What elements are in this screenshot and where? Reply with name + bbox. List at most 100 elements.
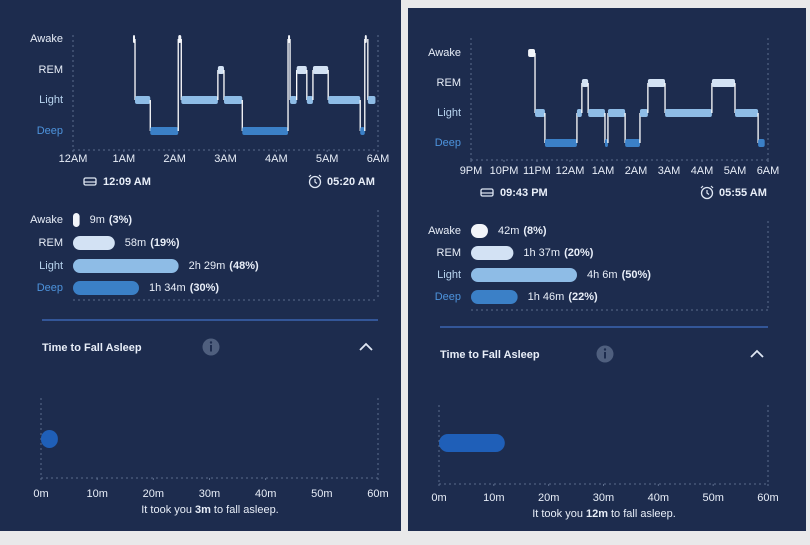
caption-text: It took you (141, 504, 192, 516)
stage-value: 4h 6m (50%) (587, 269, 651, 281)
alarm-icon (308, 174, 322, 184)
x-tick-label: 2AM (163, 153, 186, 165)
fall-asleep-bar (439, 434, 505, 452)
caption-text: It took you (532, 508, 583, 520)
percent-label: (20%) (564, 247, 594, 259)
stage-bar (73, 281, 139, 295)
x-tick-label: 4AM (265, 153, 288, 165)
stage-segment (544, 139, 577, 147)
stage-label: Awake (30, 33, 63, 45)
stage-segment (711, 79, 735, 87)
stage-bar (73, 236, 115, 250)
x-tick-label: 40m (255, 488, 276, 500)
percent-label: (8%) (523, 225, 547, 237)
stage-value: 42m (8%) (498, 225, 547, 237)
stage-segment (607, 109, 626, 117)
x-tick-label: 3AM (214, 153, 237, 165)
alarm-icon (700, 185, 714, 195)
x-tick-label: 0m (33, 488, 48, 500)
duration: 42m (498, 225, 519, 237)
stage-segment (290, 96, 297, 104)
x-tick-label: 12AM (556, 165, 585, 177)
x-tick-label: 12AM (59, 153, 88, 165)
caption-text: to fall asleep. (611, 508, 676, 520)
collapse-chevron[interactable] (359, 342, 373, 351)
stage-name: Deep (37, 282, 63, 294)
bedtime: 12:09 AM (103, 176, 151, 188)
caption-value: 12m (586, 508, 608, 520)
percent-label: (22%) (568, 291, 598, 303)
duration: 1h 34m (149, 282, 186, 294)
stage-name: REM (39, 237, 63, 249)
stage-segment (135, 96, 151, 104)
stage-value: 9m (3%) (90, 214, 133, 226)
duration: 2h 29m (189, 260, 226, 272)
caption: It took you 3m to fall asleep. (141, 504, 279, 516)
info-icon (210, 345, 212, 352)
panel-left (0, 0, 401, 531)
bedtime: 09:43 PM (500, 187, 548, 199)
stage-label: Deep (37, 125, 63, 137)
x-tick-label: 50m (311, 488, 332, 500)
stage-segment (758, 139, 765, 147)
stage-value: 58m (19%) (125, 237, 180, 249)
stage-segment (223, 96, 243, 104)
x-tick-label: 1AM (113, 153, 136, 165)
info-icon (604, 352, 606, 359)
section-title: Time to Fall Asleep (440, 349, 540, 361)
stage-label: Awake (428, 47, 461, 59)
section-title: Time to Fall Asleep (42, 342, 142, 354)
x-tick-label: 10m (86, 488, 107, 500)
x-tick-label: 6AM (367, 153, 390, 165)
duration: 58m (125, 237, 146, 249)
x-tick-label: 2AM (625, 165, 648, 177)
caption-text: to fall asleep. (214, 504, 279, 516)
stage-segment (296, 66, 307, 74)
stage-segment (150, 127, 179, 135)
stage-segment (625, 139, 640, 147)
x-tick-label: 10PM (490, 165, 519, 177)
duration: 1h 37m (523, 247, 560, 259)
percent-label: (3%) (109, 214, 133, 226)
stage-segment (367, 96, 376, 104)
stage-bar (471, 268, 577, 282)
alarm-icon (308, 175, 322, 189)
stage-segment (312, 66, 329, 74)
stage-label: Light (39, 94, 63, 106)
x-tick-label: 6AM (757, 165, 780, 177)
stage-segment (181, 96, 218, 104)
stage-value: 1h 37m (20%) (523, 247, 593, 259)
collapse-chevron[interactable] (750, 349, 764, 358)
info-icon (603, 348, 607, 351)
stage-segment (639, 109, 648, 117)
stage-segment (217, 66, 224, 74)
percent-label: (19%) (150, 237, 180, 249)
stage-name: Awake (30, 214, 63, 226)
stage-label: REM (437, 77, 461, 89)
percent-label: (30%) (190, 282, 220, 294)
stage-bar (471, 290, 518, 304)
stage-segment (647, 79, 666, 87)
x-tick-label: 40m (648, 492, 669, 504)
stage-bar (73, 259, 179, 273)
duration: 9m (90, 214, 105, 226)
stage-label: Deep (435, 137, 461, 149)
x-tick-label: 11PM (523, 165, 551, 177)
x-tick-label: 3AM (658, 165, 681, 177)
x-tick-label: 10m (483, 492, 504, 504)
stage-segment (528, 49, 536, 57)
x-tick-label: 50m (702, 492, 723, 504)
stage-value: 1h 46m (22%) (528, 291, 598, 303)
x-tick-label: 0m (431, 492, 446, 504)
stage-segment (242, 127, 289, 135)
stage-segment (178, 35, 182, 43)
stage-segment (581, 79, 589, 87)
fall-asleep-bar (41, 430, 58, 448)
x-tick-label: 5AM (724, 165, 747, 177)
stage-name: Awake (428, 225, 461, 237)
alarm-icon (700, 186, 714, 200)
stage-label: Light (437, 107, 461, 119)
caption-value: 3m (195, 504, 211, 516)
duration: 1h 46m (528, 291, 565, 303)
